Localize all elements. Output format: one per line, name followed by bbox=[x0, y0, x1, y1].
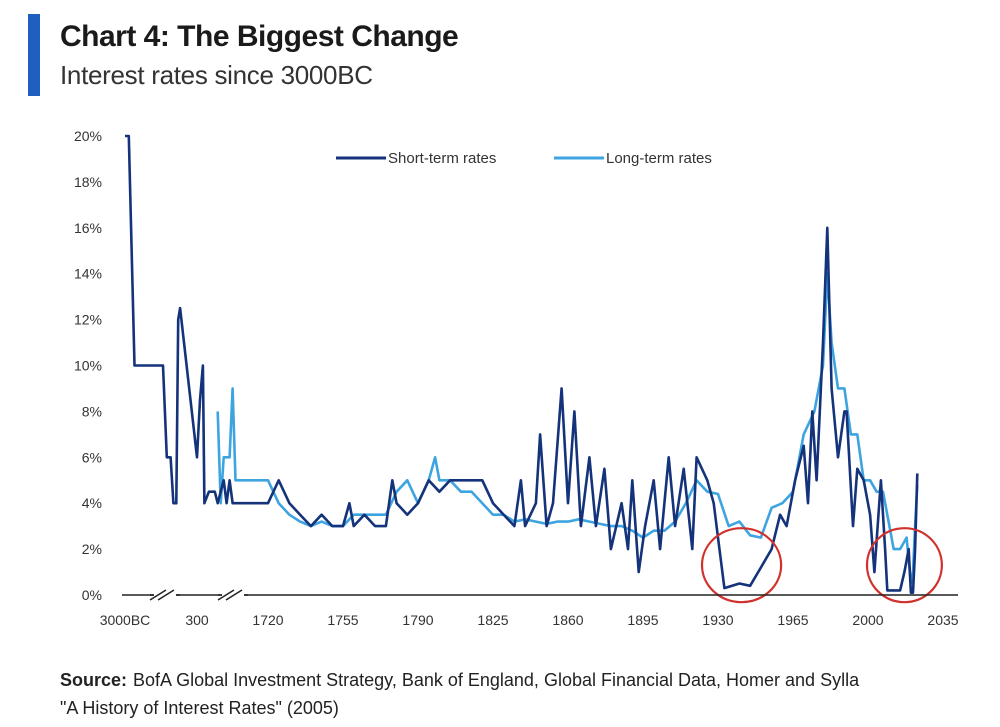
title-accent-bar bbox=[28, 14, 40, 96]
chart-title: Chart 4: The Biggest Change bbox=[60, 20, 459, 53]
y-tick-label: 14% bbox=[74, 266, 102, 282]
source-note: Source: BofA Global Investment Strategy, … bbox=[60, 666, 859, 722]
short-term-rates-line bbox=[125, 134, 919, 594]
y-tick-label: 2% bbox=[82, 541, 102, 557]
axis-break-mark bbox=[217, 589, 248, 601]
x-tick-label: 1755 bbox=[327, 612, 358, 628]
y-axis-ticks: 0% 2% 4% 6% 8% 10% 12% 14% 16% 18% 20% bbox=[74, 128, 102, 603]
x-tick-label: 2000 bbox=[852, 612, 883, 628]
series-layer bbox=[125, 134, 919, 594]
y-tick-label: 8% bbox=[82, 403, 102, 419]
x-tick-label: 1895 bbox=[627, 612, 658, 628]
legend: Short-term rates Long-term rates bbox=[336, 150, 712, 167]
highlight-circle bbox=[700, 527, 783, 604]
x-tick-label: 3000BC bbox=[100, 612, 151, 628]
x-tick-label: 1720 bbox=[252, 612, 283, 628]
legend-label: Long-term rates bbox=[606, 150, 712, 167]
x-tick-label: 1930 bbox=[702, 612, 733, 628]
y-tick-label: 0% bbox=[82, 587, 102, 603]
y-tick-label: 6% bbox=[82, 449, 102, 465]
y-tick-label: 4% bbox=[82, 495, 102, 511]
x-tick-label: 1965 bbox=[777, 612, 808, 628]
y-tick-label: 20% bbox=[74, 128, 102, 144]
x-tick-label: 1790 bbox=[402, 612, 433, 628]
legend-label: Short-term rates bbox=[388, 150, 496, 167]
source-line-2: "A History of Interest Rates" (2005) bbox=[60, 698, 339, 718]
highlight-circles bbox=[700, 527, 943, 604]
x-tick-label: 1825 bbox=[477, 612, 508, 628]
y-tick-label: 12% bbox=[74, 312, 102, 328]
highlight-circle bbox=[865, 527, 943, 604]
y-tick-label: 18% bbox=[74, 174, 102, 190]
x-axis-ticks: 3000BC 300 1720 1755 1790 1825 1860 1895 1930 196… bbox=[100, 612, 959, 628]
x-tick-label: 2035 bbox=[927, 612, 958, 628]
y-tick-label: 16% bbox=[74, 220, 102, 236]
axis-break-mark bbox=[149, 589, 180, 601]
chart-subtitle: Interest rates since 3000BC bbox=[60, 60, 373, 90]
x-tick-label: 1860 bbox=[552, 612, 583, 628]
x-tick-label: 300 bbox=[185, 612, 209, 628]
interest-rate-chart: 0% 2% 4% 6% 8% 10% 12% 14% 16% 18% 20% 3000BC 300 17… bbox=[74, 128, 959, 628]
source-line-1: BofA Global Investment Strategy, Bank of… bbox=[133, 670, 860, 690]
x-axis bbox=[122, 589, 958, 601]
source-label: Source: bbox=[60, 670, 128, 690]
y-tick-label: 10% bbox=[74, 358, 102, 374]
